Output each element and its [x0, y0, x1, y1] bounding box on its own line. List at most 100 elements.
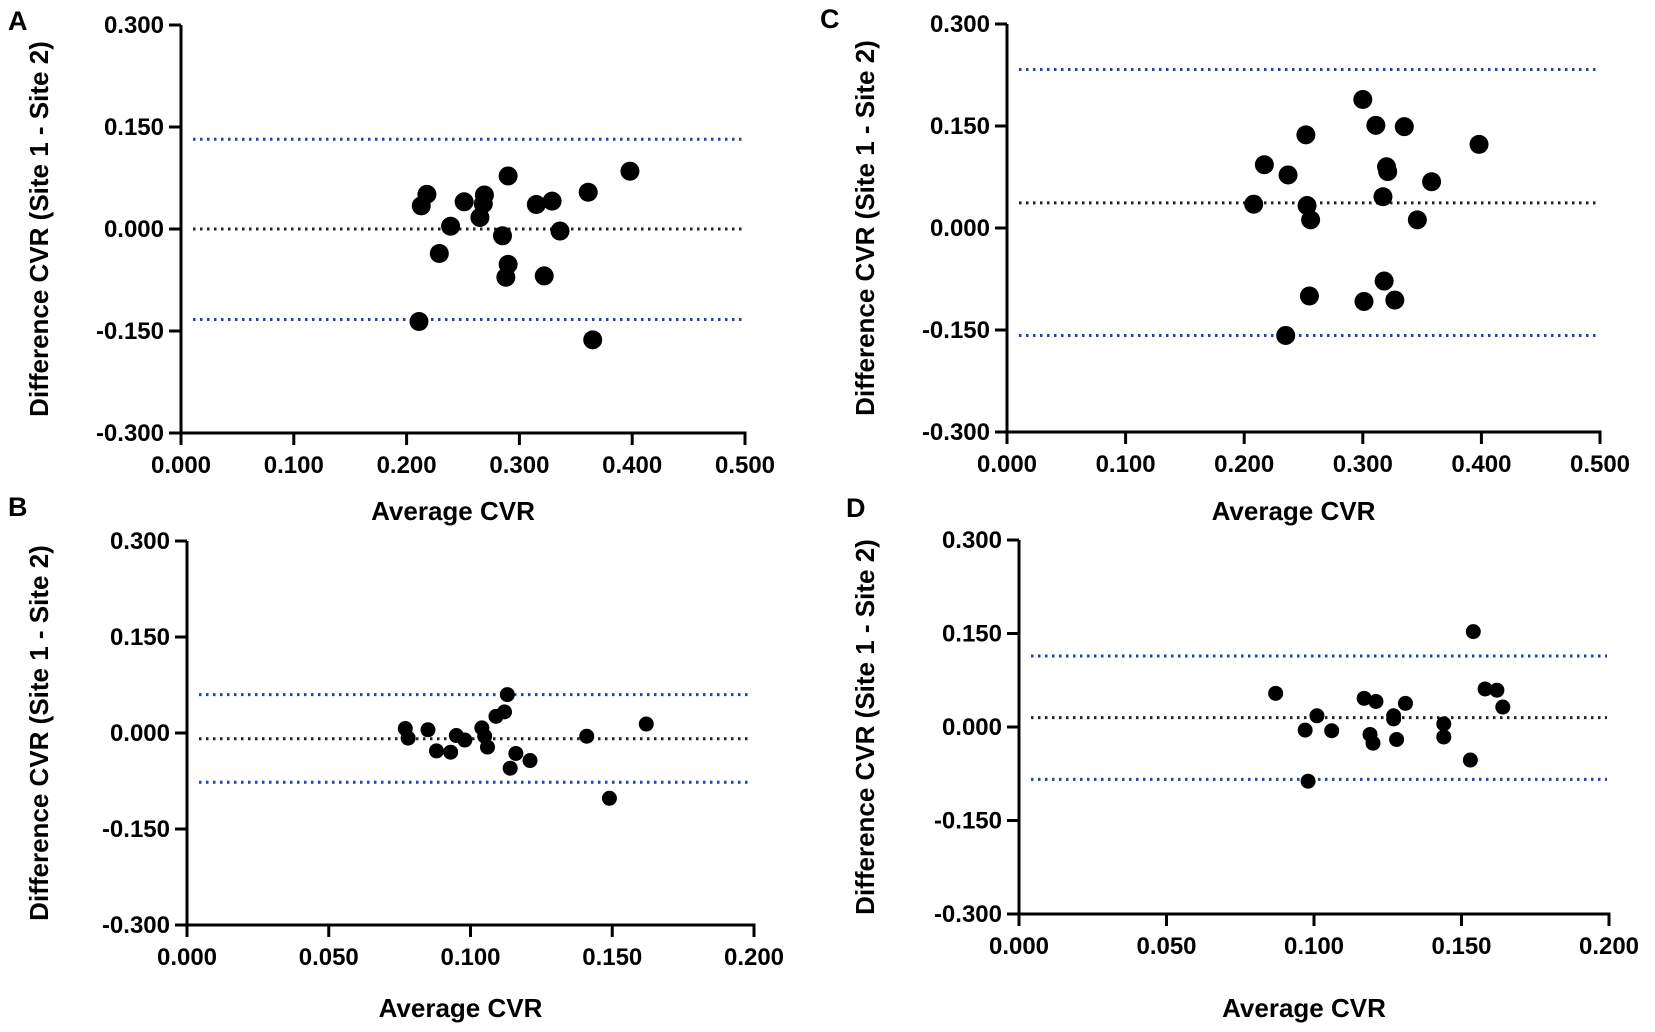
data-point [1477, 681, 1493, 697]
y-tick-label: 0.300 [930, 11, 990, 38]
x-tick-label: 0.200 [377, 452, 437, 479]
data-point [1436, 716, 1452, 732]
data-point [579, 728, 595, 744]
data-point [1368, 693, 1384, 709]
x-tick-label: 0.050 [1136, 933, 1196, 960]
y-tick-label: 0.000 [110, 720, 170, 747]
x-tick-label: 0.300 [1333, 451, 1393, 478]
y-tick-label: 0.150 [104, 114, 164, 141]
data-point [542, 191, 562, 211]
data-point [498, 166, 518, 186]
data-point [1244, 194, 1264, 214]
y-tick-label: 0.150 [942, 621, 1002, 648]
y-axis-title: Difference CVR (Site 1 - Site 2) [850, 539, 880, 915]
y-tick-label: 0.000 [942, 714, 1002, 741]
data-point [400, 730, 416, 746]
data-point [1378, 162, 1398, 182]
data-point [497, 704, 513, 720]
data-point [1462, 752, 1478, 768]
panel-letter: D [846, 493, 866, 523]
data-point [1385, 290, 1405, 310]
data-point [534, 266, 554, 286]
data-point [1268, 685, 1284, 701]
data-point [620, 161, 640, 181]
data-point [480, 739, 496, 755]
data-point [1469, 134, 1489, 154]
y-tick-label: 0.150 [930, 113, 990, 140]
data-point [526, 195, 546, 215]
data-point [492, 226, 512, 246]
x-tick-label: 0.100 [1284, 933, 1344, 960]
data-point [428, 743, 444, 759]
data-point [420, 722, 436, 738]
data-point [441, 216, 461, 236]
data-point [454, 192, 474, 212]
data-point [1356, 690, 1372, 706]
data-point [1374, 271, 1394, 291]
y-tick-label: 0.000 [104, 216, 164, 243]
x-axis-title: Average CVR [1222, 993, 1386, 1023]
y-tick-label: -0.150 [934, 808, 1002, 835]
y-tick-label: -0.150 [922, 317, 990, 344]
data-point [638, 716, 654, 732]
x-tick-label: 0.300 [489, 452, 549, 479]
data-point [1436, 729, 1452, 745]
data-point [508, 745, 524, 761]
data-point [1299, 286, 1319, 306]
data-point [1495, 699, 1511, 715]
x-tick-label: 0.000 [977, 451, 1037, 478]
x-tick-label: 0.150 [1431, 933, 1491, 960]
y-tick-label: -0.300 [922, 419, 990, 446]
data-point [1465, 624, 1481, 640]
x-tick-label: 0.400 [602, 452, 662, 479]
x-axis-title: Average CVR [371, 496, 535, 526]
panel-b: -0.300 -0.150 0.000 0.150 0.300 0.000 0.050 0.1… [8, 492, 784, 1023]
data-point [1365, 735, 1381, 751]
y-tick-label: -0.300 [934, 901, 1002, 928]
x-tick-label: 0.500 [1570, 451, 1630, 478]
y-tick-label: -0.150 [96, 318, 164, 345]
data-point [583, 330, 603, 350]
data-point [1300, 773, 1316, 789]
data-point [1354, 291, 1374, 311]
panel-a: -0.300 -0.150 0.000 0.150 0.300 0.000 0.100 0.2… [8, 6, 775, 526]
data-point [429, 243, 449, 263]
data-point [1389, 731, 1405, 747]
panel-c: -0.300 -0.150 0.000 0.150 0.300 0.000 0.100 0.2… [820, 4, 1630, 526]
y-axis-title: Difference CVR (Site 1 - Site 2) [850, 40, 880, 416]
data-point [1296, 125, 1316, 145]
data-point [1297, 196, 1317, 216]
data-point [1394, 117, 1414, 137]
x-tick-label: 0.200 [724, 944, 784, 971]
panel-d: -0.300 -0.150 0.000 0.150 0.300 0.000 0.050 0.1… [846, 493, 1639, 1023]
data-point [601, 790, 617, 806]
x-tick-label: 0.150 [582, 944, 642, 971]
y-tick-label: 0.000 [930, 215, 990, 242]
data-point [1386, 708, 1402, 724]
x-tick-label: 0.050 [299, 944, 359, 971]
data-point [457, 732, 473, 748]
panel-letter: B [8, 492, 28, 522]
data-point [1297, 722, 1313, 738]
x-tick-label: 0.100 [264, 452, 324, 479]
y-tick-label: 0.300 [104, 12, 164, 39]
data-point [550, 221, 570, 241]
data-point [1397, 695, 1413, 711]
data-point [1366, 115, 1386, 135]
data-point [499, 687, 515, 703]
panel-letter: A [8, 6, 28, 36]
x-tick-label: 0.200 [1579, 933, 1639, 960]
data-point [502, 760, 518, 776]
y-tick-label: -0.300 [96, 420, 164, 447]
data-point [1309, 708, 1325, 724]
x-tick-label: 0.000 [151, 452, 211, 479]
data-point [1254, 155, 1274, 175]
x-tick-label: 0.100 [440, 944, 500, 971]
data-point [474, 185, 494, 205]
data-point [1407, 210, 1427, 230]
data-point [1278, 165, 1298, 185]
data-point [1353, 89, 1373, 109]
y-axis-title: Difference CVR (Site 1 - Site 2) [24, 41, 54, 417]
x-tick-label: 0.100 [1096, 451, 1156, 478]
